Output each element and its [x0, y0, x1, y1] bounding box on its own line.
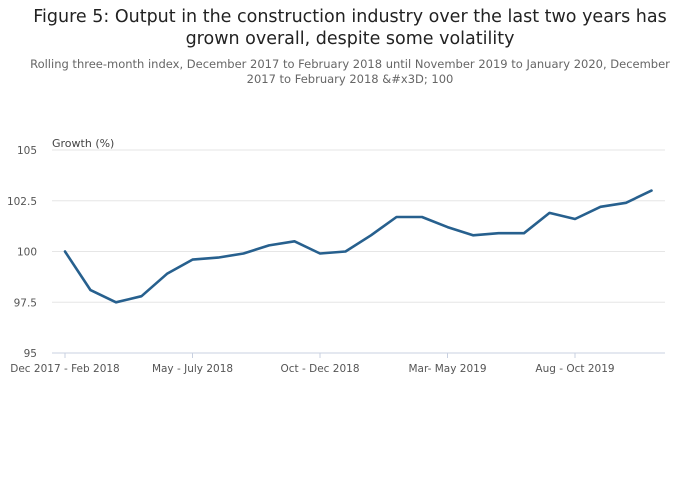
data-point: [547, 210, 553, 216]
y-tick-label: 105: [17, 145, 37, 157]
data-point: [394, 214, 400, 220]
series-line: [63, 189, 653, 304]
data-point: [292, 238, 298, 244]
data-point: [88, 287, 94, 293]
data-point: [521, 230, 527, 236]
y-tick-label: 95: [24, 348, 37, 360]
series-layer: [62, 188, 655, 305]
data-point: [343, 249, 349, 255]
data-point: [419, 214, 425, 220]
data-point: [62, 249, 68, 255]
data-point: [139, 293, 145, 299]
x-tick-label: Aug - Oct 2019: [535, 363, 614, 375]
data-point: [470, 232, 476, 238]
gridlines: [52, 149, 665, 303]
data-point: [317, 251, 323, 257]
data-point: [368, 232, 374, 238]
y-tick-label: 97.5: [14, 297, 37, 309]
y-axis: 105 102.5 100 97.5 95: [7, 145, 37, 360]
y-tick-label: 102.5: [7, 196, 37, 208]
data-point: [190, 257, 196, 263]
data-point: [113, 299, 119, 305]
x-tick-label: May - July 2018: [152, 363, 233, 375]
data-point: [266, 242, 272, 248]
data-point: [649, 188, 655, 194]
data-point: [164, 271, 170, 277]
data-point: [572, 216, 578, 222]
data-point: [496, 230, 502, 236]
y-axis-label: Growth (%): [52, 137, 114, 150]
x-tick-label: Mar- May 2019: [408, 363, 486, 375]
x-tick-label: Dec 2017 - Feb 2018: [10, 363, 120, 375]
x-axis: Dec 2017 - Feb 2018 May - July 2018 Oct - …: [10, 352, 665, 375]
data-point: [623, 200, 629, 206]
data-point: [445, 224, 451, 230]
chart-title: Figure 5: Output in the construction ind…: [33, 7, 667, 49]
y-tick-label: 100: [17, 247, 37, 259]
chart-subtitle: Rolling three-month index, December 2017…: [30, 57, 670, 86]
x-tick-label: Oct - Dec 2018: [281, 363, 360, 375]
data-point: [241, 251, 247, 257]
data-point: [215, 255, 221, 261]
data-point: [598, 204, 604, 210]
